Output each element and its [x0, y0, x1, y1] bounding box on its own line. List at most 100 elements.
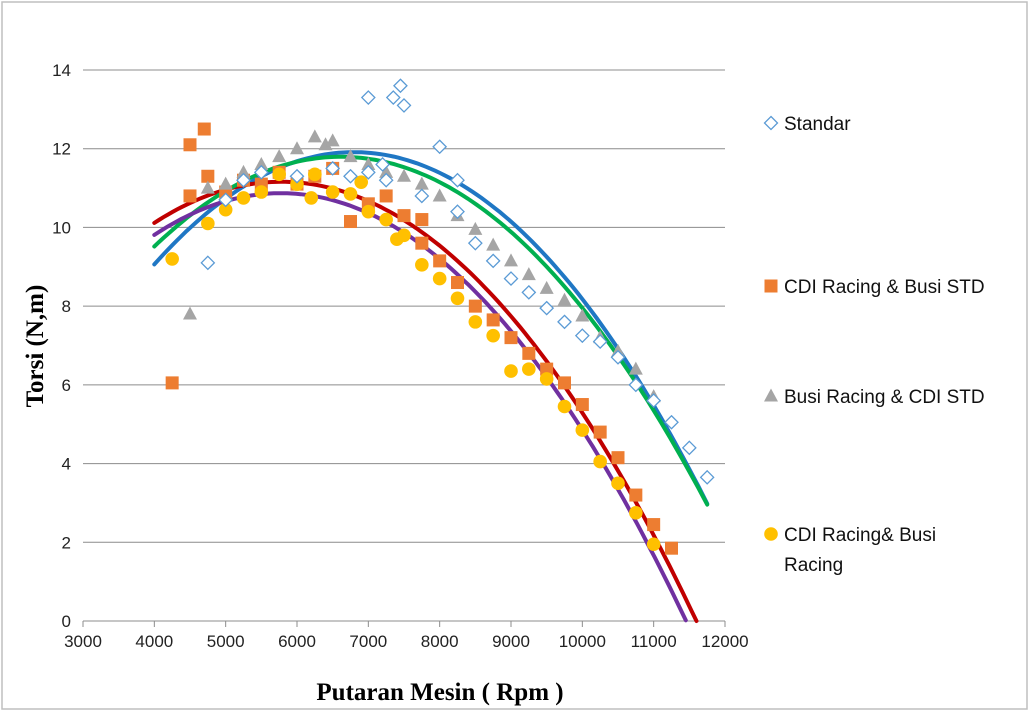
- y-tick-label: 8: [62, 297, 71, 316]
- point-series-2: [183, 189, 197, 203]
- point-series-2: [165, 376, 179, 390]
- point-series-3: [236, 164, 251, 178]
- point-series-2: [540, 362, 554, 376]
- legend: Standar CDI Racing & Busi STD Busi Racing …: [763, 114, 985, 576]
- point-series-4: [236, 191, 251, 205]
- x-tick-label: 9000: [492, 632, 530, 651]
- point-series-3: [628, 361, 643, 375]
- point-series-2: [415, 213, 429, 227]
- point-series-2: [183, 138, 197, 152]
- point-series-4: [304, 191, 319, 205]
- point-series-3: [575, 308, 590, 322]
- x-tick-label: 4000: [135, 632, 173, 651]
- point-series-2: [593, 425, 607, 439]
- legend-label-1: Standar: [784, 114, 851, 135]
- point-series-2: [397, 209, 411, 223]
- point-series-1: [385, 90, 401, 105]
- point-series-1: [325, 160, 341, 176]
- point-series-1: [396, 98, 412, 113]
- point-series-2: [415, 236, 429, 250]
- point-series-4: [218, 202, 233, 217]
- y-tick-label: 4: [62, 455, 71, 474]
- point-series-3: [432, 188, 447, 202]
- point-series-2: [201, 169, 215, 183]
- point-series-3: [343, 149, 358, 163]
- point-series-1: [393, 78, 408, 94]
- x-tick-label: 7000: [349, 632, 387, 651]
- point-series-3: [272, 149, 287, 163]
- point-series-4: [593, 454, 607, 469]
- point-series-4: [165, 252, 179, 266]
- point-series-1: [360, 164, 376, 180]
- point-series-4: [450, 291, 465, 306]
- legend-marker-2: [764, 279, 778, 293]
- point-series-4: [557, 399, 572, 414]
- legend-marker-3: [764, 388, 778, 402]
- point-series-3: [183, 306, 197, 320]
- point-series-1: [664, 414, 679, 430]
- point-series-2: [197, 122, 211, 136]
- point-series-3: [539, 280, 554, 294]
- point-series-4: [646, 537, 661, 552]
- point-series-3: [379, 164, 394, 178]
- point-series-4: [254, 185, 269, 199]
- point-series-1: [414, 188, 430, 204]
- point-series-2: [433, 254, 447, 268]
- point-series-3: [307, 129, 322, 143]
- point-series-2: [451, 276, 464, 290]
- point-series-4: [290, 177, 304, 191]
- point-series-3: [557, 292, 572, 306]
- point-series-1: [699, 469, 715, 485]
- point-series-3: [397, 168, 411, 182]
- point-series-4: [539, 372, 554, 386]
- x-tick-label: 10000: [559, 632, 606, 651]
- tick-labels: 0 2 4 6 8 10 12 14 3000 4000 5000 6000 7000 8000 9000 1…: [52, 61, 749, 651]
- point-series-3: [290, 141, 304, 155]
- x-tick-label: 12000: [701, 632, 748, 651]
- point-series-4: [486, 328, 500, 343]
- point-series-2: [504, 331, 518, 345]
- point-series-1: [450, 204, 465, 220]
- point-series-4: [575, 423, 590, 437]
- point-series-3: [361, 156, 376, 170]
- legend-label-2: CDI Racing & Busi STD: [784, 277, 985, 298]
- point-series-4: [415, 258, 429, 272]
- legend-marker-4: [764, 527, 778, 541]
- point-series-4: [201, 216, 215, 231]
- x-tick-label: 5000: [207, 632, 245, 651]
- point-series-1: [432, 139, 448, 155]
- legend-label-4: CDI Racing& Busi Racing: [784, 525, 936, 576]
- point-series-1: [521, 284, 537, 300]
- point-series-1: [628, 377, 644, 393]
- point-series-2: [647, 518, 661, 532]
- point-series-2: [522, 346, 536, 360]
- point-series-1: [646, 393, 662, 409]
- point-series-3: [218, 176, 233, 190]
- point-series-1: [378, 172, 394, 188]
- point-series-4: [432, 271, 447, 286]
- axes: [82, 620, 726, 627]
- x-axis-title: Putaran Mesin ( Rpm ): [316, 679, 563, 706]
- data-points: [165, 78, 715, 555]
- x-tick-label: 8000: [421, 632, 459, 651]
- point-series-4: [354, 175, 369, 189]
- point-series-4: [611, 476, 625, 491]
- point-series-1: [253, 164, 269, 180]
- y-tick-label: 12: [52, 140, 71, 159]
- point-series-4: [272, 167, 286, 182]
- point-series-3: [200, 180, 215, 194]
- point-series-1: [218, 192, 234, 208]
- point-series-1: [592, 334, 608, 349]
- point-series-1: [485, 253, 501, 269]
- point-series-4: [343, 187, 358, 201]
- y-axis-title: Torsi (N,m): [22, 285, 49, 408]
- point-series-4: [629, 505, 643, 520]
- point-series-2: [486, 313, 500, 327]
- point-series-1: [467, 235, 483, 251]
- point-series-1: [503, 271, 519, 287]
- point-series-3: [414, 176, 429, 190]
- point-series-2: [468, 299, 482, 313]
